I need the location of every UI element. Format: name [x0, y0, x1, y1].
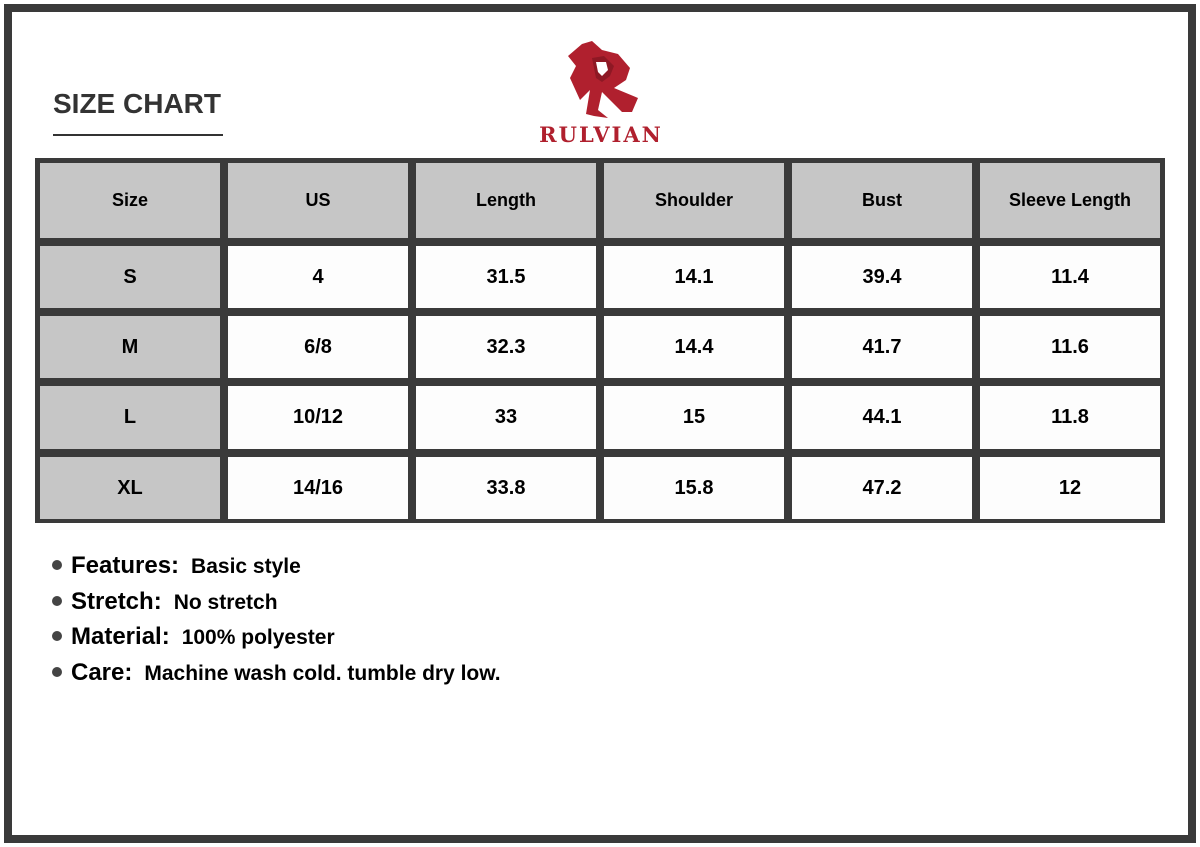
column-header: Sleeve Length [980, 163, 1160, 238]
bullet-icon [52, 631, 62, 641]
table-cell: 10/12 [228, 386, 408, 449]
bullet-icon [52, 595, 62, 606]
table-cell: 41.7 [792, 316, 972, 378]
detail-value: No stretch [173, 590, 278, 614]
table-cell: 44.1 [792, 386, 972, 449]
bullet-icon [52, 560, 62, 570]
row-size-label: M [40, 316, 220, 378]
row-size-label: XL [40, 457, 220, 519]
detail-item: Care: Machine wash cold. tumble dry low. [52, 659, 501, 695]
row-size-label: S [40, 246, 220, 308]
table-cell: 33.8 [416, 457, 596, 519]
table-cell: 15.8 [604, 457, 784, 519]
table-cell: 14.4 [604, 316, 784, 378]
table-cell: 11.6 [980, 316, 1160, 378]
rulvian-r-icon: RULVIAN [539, 41, 663, 147]
table-cell: 11.8 [980, 386, 1160, 449]
table-cell: 12 [980, 457, 1160, 519]
table-cell: 4 [228, 246, 408, 308]
detail-value: Machine wash cold. tumble dry low. [144, 661, 501, 685]
table-cell: 15 [604, 386, 784, 449]
detail-label: Material: [71, 623, 170, 650]
row-size-label: L [40, 386, 220, 449]
column-header: Length [416, 163, 596, 238]
size-chart-table: Size US Length Shoulder Bust Sleeve Length S 4 3… [35, 158, 1165, 523]
detail-label: Care: [71, 658, 133, 686]
column-header: Size [40, 163, 220, 238]
title-underline [53, 134, 223, 136]
page-title: SIZE CHART [53, 88, 221, 119]
table-cell: 14.1 [604, 246, 784, 308]
table-cell: 14/16 [228, 457, 408, 519]
table-cell: 11.4 [980, 246, 1160, 308]
brand-name: RULVIAN [539, 122, 663, 147]
column-header: Shoulder [604, 163, 784, 238]
product-details: Features: Basic style Stretch: No stretch Ma… [52, 552, 501, 694]
bullet-icon [52, 666, 62, 677]
detail-label: Stretch: [71, 587, 162, 615]
table-cell: 31.5 [416, 246, 596, 308]
brand-logo: RULVIAN [530, 38, 672, 148]
detail-value: Basic style [191, 555, 301, 578]
detail-item: Stretch: No stretch [52, 588, 501, 624]
column-header: US [228, 163, 408, 238]
page-frame [4, 4, 1196, 843]
detail-label: Features: [71, 552, 180, 579]
table-cell: 33 [416, 386, 596, 449]
column-header: Bust [792, 163, 972, 238]
table-cell: 39.4 [792, 246, 972, 308]
table-cell: 32.3 [416, 316, 596, 378]
detail-item: Material: 100% polyester [52, 623, 501, 659]
table-cell: 47.2 [792, 457, 972, 519]
detail-item: Features: Basic style [52, 552, 501, 588]
detail-value: 100% polyester [181, 626, 335, 649]
table-cell: 6/8 [228, 316, 408, 378]
